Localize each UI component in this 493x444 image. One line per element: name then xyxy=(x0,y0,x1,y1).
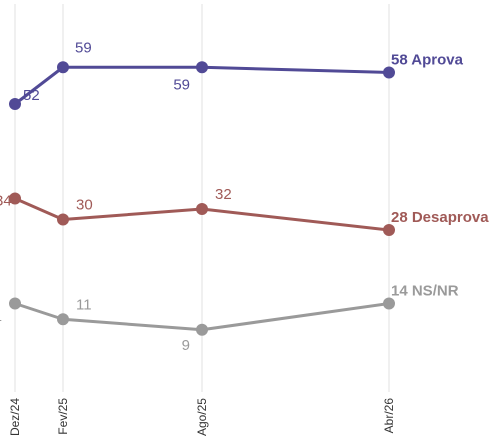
data-point-desaprova xyxy=(9,192,21,205)
series-line-aprova xyxy=(14,65,390,106)
x-axis-ticks: Dez/24 Fev/25 Ago/25 Abr/26 xyxy=(8,398,396,436)
end-label-aprova: 58 Aprova xyxy=(391,52,464,69)
x-tick-label: Fev/25 xyxy=(56,398,70,435)
series-desaprova: 34 30 32 28 Desaprova xyxy=(0,186,489,236)
data-point-aprova xyxy=(383,66,395,79)
data-label-nsnr: 11 xyxy=(76,296,92,313)
data-label-aprova: 52 xyxy=(23,87,40,104)
data-point-desaprova xyxy=(196,203,208,215)
data-label-desaprova: 30 xyxy=(76,197,93,214)
data-point-aprova xyxy=(57,61,69,74)
series-aprova: 52 59 59 58 Aprova xyxy=(9,39,464,110)
data-label-aprova: 59 xyxy=(75,39,92,56)
data-point-aprova xyxy=(9,98,21,110)
data-point-nsnr xyxy=(57,313,69,326)
x-tick-label: Dez/24 xyxy=(8,398,22,436)
x-tick-label: Ago/25 xyxy=(195,398,209,436)
data-label-aprova: 59 xyxy=(173,76,190,93)
data-label-desaprova: 34 xyxy=(0,193,12,210)
data-point-desaprova xyxy=(57,213,69,226)
series-nsnr: 14 11 9 14 NS/NR xyxy=(0,283,459,354)
data-label-desaprova: 32 xyxy=(215,186,232,203)
data-point-aprova xyxy=(196,61,208,74)
data-point-nsnr xyxy=(196,323,208,336)
series-line-desaprova xyxy=(14,197,390,232)
data-point-desaprova xyxy=(383,224,395,236)
end-label-desaprova: 28 Desaprova xyxy=(391,209,489,226)
series-line-nsnr xyxy=(14,302,390,332)
x-tick-label: Abr/26 xyxy=(382,398,396,434)
data-point-nsnr xyxy=(9,297,21,310)
data-label-nsnr: 9 xyxy=(182,337,190,354)
data-label-nsnr: 14 xyxy=(0,311,2,328)
data-point-nsnr xyxy=(383,297,395,310)
end-label-nsnr: 14 NS/NR xyxy=(391,283,459,300)
